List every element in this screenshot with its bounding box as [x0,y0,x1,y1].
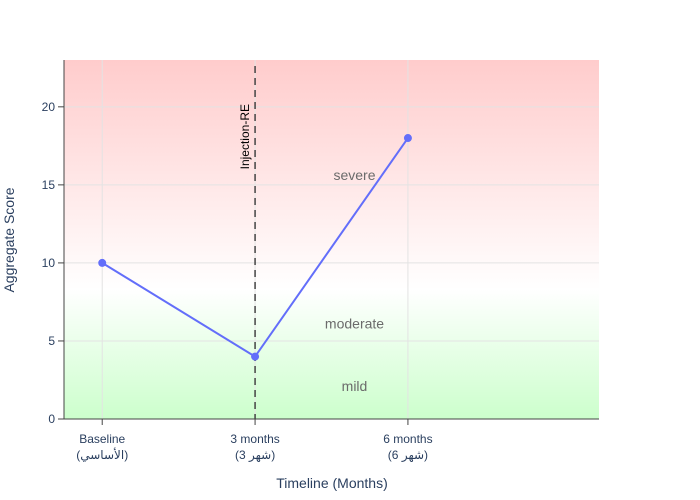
y-ticks: 0 5 10 15 20 [42,100,64,426]
y-tick-label: 0 [48,412,55,426]
x-tick-label: Baseline [79,432,125,446]
data-point[interactable] [403,134,412,143]
x-tick-sublabel: (الأساسي) [76,447,128,462]
y-tick-label: 10 [42,256,56,270]
zone-label-moderate: moderate [325,315,384,331]
zone-label-mild: mild [342,378,368,394]
x-tick-label: 6 months [383,432,432,446]
plot-background [64,60,599,419]
y-tick-label: 15 [42,178,56,192]
x-tick-sublabel: (شهر 6) [388,448,428,463]
x-axis-title: Timeline (Months) [276,475,388,491]
x-tick-sublabel: (شهر 3) [235,448,275,463]
y-tick-label: 5 [48,334,55,348]
y-tick-label: 20 [42,100,56,114]
y-axis-title: Aggregate Score [1,187,17,292]
data-point[interactable] [251,352,260,361]
series-layer [98,134,412,361]
event-vline-label: Injection-RE [238,104,252,169]
x-tick-label: 3 months [230,432,279,446]
zones-layer: severe moderate mild [325,167,384,394]
zone-label-severe: severe [333,167,375,183]
data-point[interactable] [98,258,107,267]
x-ticks: Baseline(الأساسي) 3 months (شهر 3) 6 months… [76,419,433,463]
